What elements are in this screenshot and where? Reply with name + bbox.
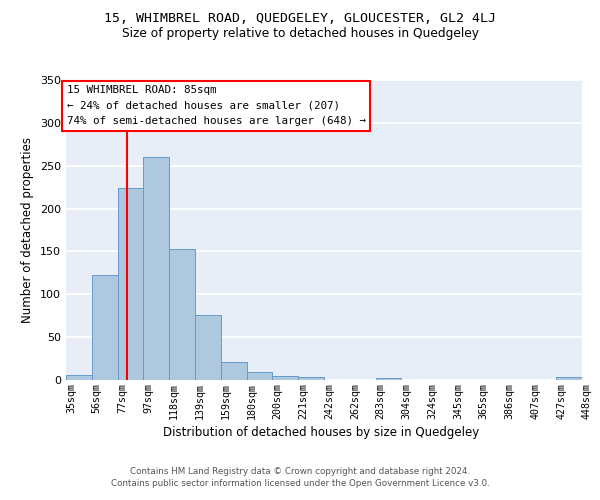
Text: Contains public sector information licensed under the Open Government Licence v3: Contains public sector information licen… bbox=[110, 478, 490, 488]
Bar bbox=[272, 376, 298, 380]
Bar bbox=[195, 315, 221, 380]
Bar bbox=[169, 249, 195, 380]
Bar bbox=[247, 372, 272, 380]
Text: Distribution of detached houses by size in Quedgeley: Distribution of detached houses by size … bbox=[163, 426, 479, 439]
Text: Contains HM Land Registry data © Crown copyright and database right 2024.: Contains HM Land Registry data © Crown c… bbox=[130, 467, 470, 476]
Bar bbox=[92, 276, 118, 380]
Bar bbox=[298, 378, 324, 380]
Bar bbox=[556, 378, 582, 380]
Text: Size of property relative to detached houses in Quedgeley: Size of property relative to detached ho… bbox=[121, 28, 479, 40]
Text: 15, WHIMBREL ROAD, QUEDGELEY, GLOUCESTER, GL2 4LJ: 15, WHIMBREL ROAD, QUEDGELEY, GLOUCESTER… bbox=[104, 12, 496, 26]
Bar bbox=[376, 378, 401, 380]
Bar bbox=[66, 375, 92, 380]
Text: 15 WHIMBREL ROAD: 85sqm
← 24% of detached houses are smaller (207)
74% of semi-d: 15 WHIMBREL ROAD: 85sqm ← 24% of detache… bbox=[67, 85, 365, 126]
Bar bbox=[221, 362, 247, 380]
Bar bbox=[143, 157, 169, 380]
Y-axis label: Number of detached properties: Number of detached properties bbox=[22, 137, 34, 323]
Bar bbox=[118, 188, 143, 380]
